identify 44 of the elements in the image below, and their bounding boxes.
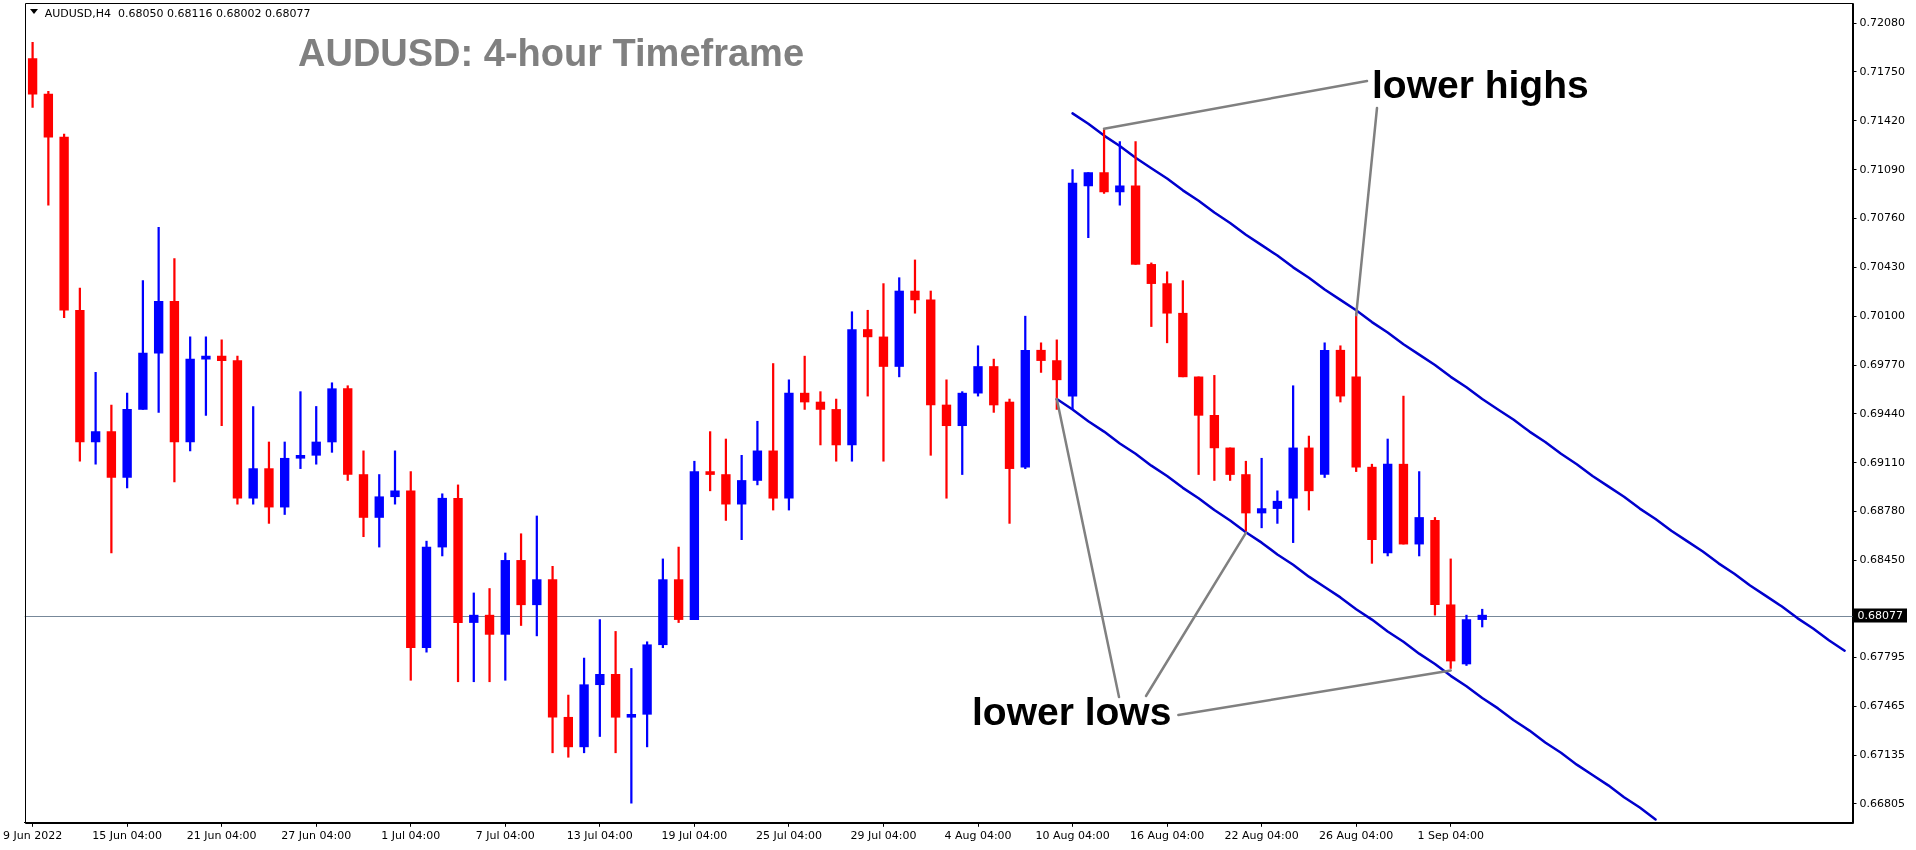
annotation: lower lows: [972, 690, 1172, 733]
x-tick-label: 19 Jul 04:00: [661, 829, 728, 843]
y-tick-label: 0.71420: [1859, 113, 1906, 127]
x-tick-label: 13 Jul 04:00: [566, 829, 633, 843]
annotation: AUDUSD,H4 0.68050 0.68116 0.68002 0.68077: [44, 7, 311, 20]
ref-line-label: 0.68077: [1857, 608, 1904, 622]
x-tick-label: 26 Aug 04:00: [1319, 829, 1394, 843]
candlestick: [878, 283, 889, 462]
y-tick-label: 0.70100: [1859, 309, 1906, 323]
candlestick: [941, 379, 952, 499]
x-tick-label: 27 Jun 04:00: [281, 829, 352, 843]
y-tick-label: 0.67465: [1859, 699, 1906, 713]
candlestick: [815, 391, 826, 446]
x-tick-label: 25 Jul 04:00: [755, 829, 822, 843]
x-tick-label: 1 Sep 04:00: [1417, 829, 1484, 843]
y-tick-label: 0.67795: [1859, 650, 1906, 664]
x-tick-label: 21 Jun 04:00: [186, 829, 257, 843]
y-tick-label: 0.72080: [1859, 15, 1906, 29]
candlestick: [295, 391, 306, 469]
y-tick-label: 0.66805: [1859, 796, 1906, 810]
annotation: lower highs: [1372, 63, 1589, 106]
candlestick: [106, 404, 117, 554]
y-tick-label: 0.70760: [1859, 211, 1906, 225]
x-tick-label: 4 Aug 04:00: [944, 829, 1012, 843]
x-tick-label: 15 Jun 04:00: [92, 829, 163, 843]
y-tick-label: 0.71090: [1859, 162, 1906, 176]
x-tick-label: 1 Jul 04:00: [381, 829, 441, 843]
y-tick-label: 0.67135: [1859, 747, 1906, 761]
x-tick-label: 22 Aug 04:00: [1224, 829, 1299, 843]
y-tick-label: 0.69770: [1859, 357, 1906, 371]
candlestick: [1272, 490, 1283, 524]
text: AUDUSD: 4-hour Timeframe: [298, 32, 805, 74]
candlestick: [484, 588, 495, 683]
x-tick-label: 16 Aug 04:00: [1130, 829, 1205, 843]
y-tick-label: 0.71750: [1859, 64, 1906, 78]
y-tick-label: 0.70430: [1859, 260, 1906, 274]
x-tick-label: 9 Jun 2022: [3, 829, 63, 843]
y-tick-label: 0.69440: [1859, 406, 1906, 420]
x-tick-label: 29 Jul 04:00: [850, 829, 917, 843]
x-tick-label: 7 Jul 04:00: [475, 829, 535, 843]
y-tick-label: 0.68450: [1859, 553, 1906, 567]
x-tick-label: 10 Aug 04:00: [1035, 829, 1110, 843]
y-tick-label: 0.69110: [1859, 455, 1906, 469]
y-tick-label: 0.68780: [1859, 504, 1906, 518]
